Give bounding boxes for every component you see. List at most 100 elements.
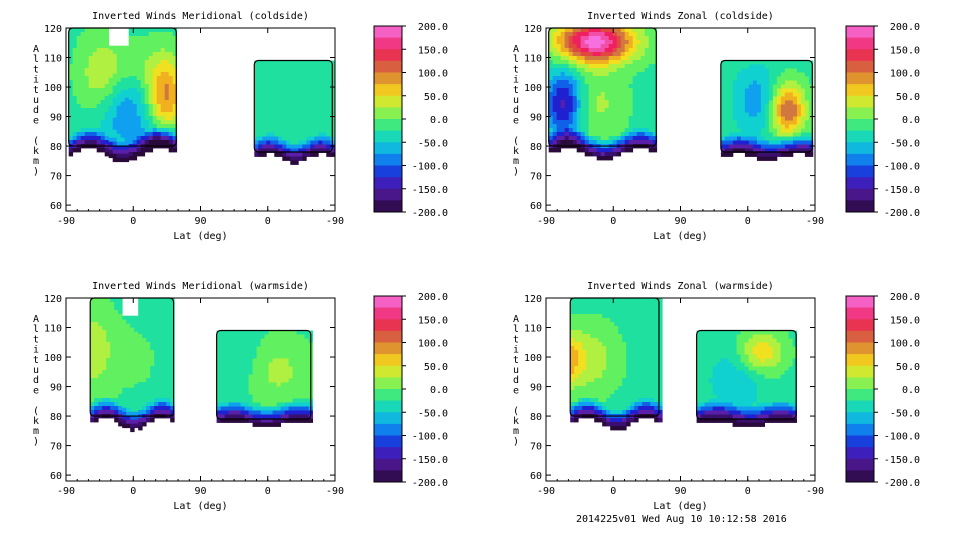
contour-cell [568,124,574,129]
contour-cell [130,399,135,405]
contour-cell [240,394,245,399]
contour-cell [102,370,107,375]
contour-cell [136,124,142,129]
contour-cell [232,374,237,379]
contour-cell [172,64,178,69]
contour-cell [146,378,151,383]
contour-cell [556,36,562,41]
contour-cell [116,101,122,107]
contour-cell [262,96,267,101]
contour-cell [614,354,619,359]
contour-cell [720,100,726,105]
contour-cell [564,120,570,125]
contour-cell [568,52,574,57]
contour-cell [166,370,171,375]
contour-cell [272,394,277,399]
contour-cell [588,136,594,141]
contour-cell [108,49,114,55]
contour-cell [568,60,574,65]
contour-cell [170,366,175,371]
contour-cell [228,378,233,383]
contour-cell [228,394,233,399]
contour-cell [106,322,111,327]
contour-cell [90,406,95,411]
contour-cell [654,298,659,303]
contour-cell [302,116,307,121]
contour-cell [118,422,123,427]
contour-cell [572,128,578,133]
contour-cell [574,346,579,351]
contour-cell [276,330,281,335]
contour-cell [306,124,311,129]
contour-cell [142,346,147,351]
contour-cell [224,414,229,419]
contour-cell [728,60,734,65]
contour-cell [126,399,131,405]
contour-cell [142,406,147,411]
contour-cell [272,382,277,387]
contour-cell [752,60,758,65]
contour-cell [158,366,163,371]
contour-cell [652,88,658,93]
contour-cell [644,136,650,141]
contour-cell [610,374,615,379]
contour-cell [590,370,595,375]
contour-cell [596,96,602,101]
contour-cell [276,378,281,383]
contour-cell [620,32,626,37]
contour-cell [580,116,586,121]
contour-cell [270,100,275,105]
contour-cell [728,116,734,121]
contour-cell [606,298,611,303]
contour-cell [168,44,174,49]
contour-cell [224,362,229,367]
contour-cell [720,88,726,93]
contour-cell [162,406,167,411]
contour-cell [284,410,289,415]
contour-cell [294,108,299,113]
contour-cell [748,64,754,69]
contour-cell [104,64,110,69]
contour-cell [646,334,651,339]
contour-cell [612,72,618,77]
colorbar-swatch [846,60,874,73]
contour-cell [268,370,273,375]
contour-cell [620,72,626,77]
contour-cell [596,108,602,113]
contour-cell [552,64,558,69]
contour-cell [98,306,103,311]
contour-cell [588,96,594,101]
contour-cell [644,120,650,125]
contour-cell [326,128,331,133]
contour-cell [580,52,586,57]
contour-cell [620,64,626,69]
contour-cell [156,40,162,45]
contour-cell [610,318,615,323]
contour-cell [140,44,146,49]
contour-cell [620,132,626,137]
contour-cell [622,378,627,383]
contour-cell [808,72,814,77]
contour-cell [574,362,579,367]
contour-cell [590,410,595,415]
contour-cell [310,152,315,157]
contour-cell [112,133,118,139]
contour-cell [654,398,659,403]
contour-cell [148,128,154,133]
contour-cell [604,28,610,33]
contour-cell [556,88,562,93]
contour-cell [804,124,810,129]
contour-cell [658,394,663,399]
contour-cell [290,108,295,113]
contour-cell [274,144,279,149]
contour-cell [764,68,770,73]
contour-cell [732,120,738,125]
contour-cell [148,32,154,37]
contour-cell [216,414,221,419]
contour-cell [240,354,245,359]
contour-cell [636,44,642,49]
contour-cell [650,302,655,307]
contour-cell [548,136,554,141]
contour-cell [248,346,253,351]
contour-cell [140,128,146,133]
